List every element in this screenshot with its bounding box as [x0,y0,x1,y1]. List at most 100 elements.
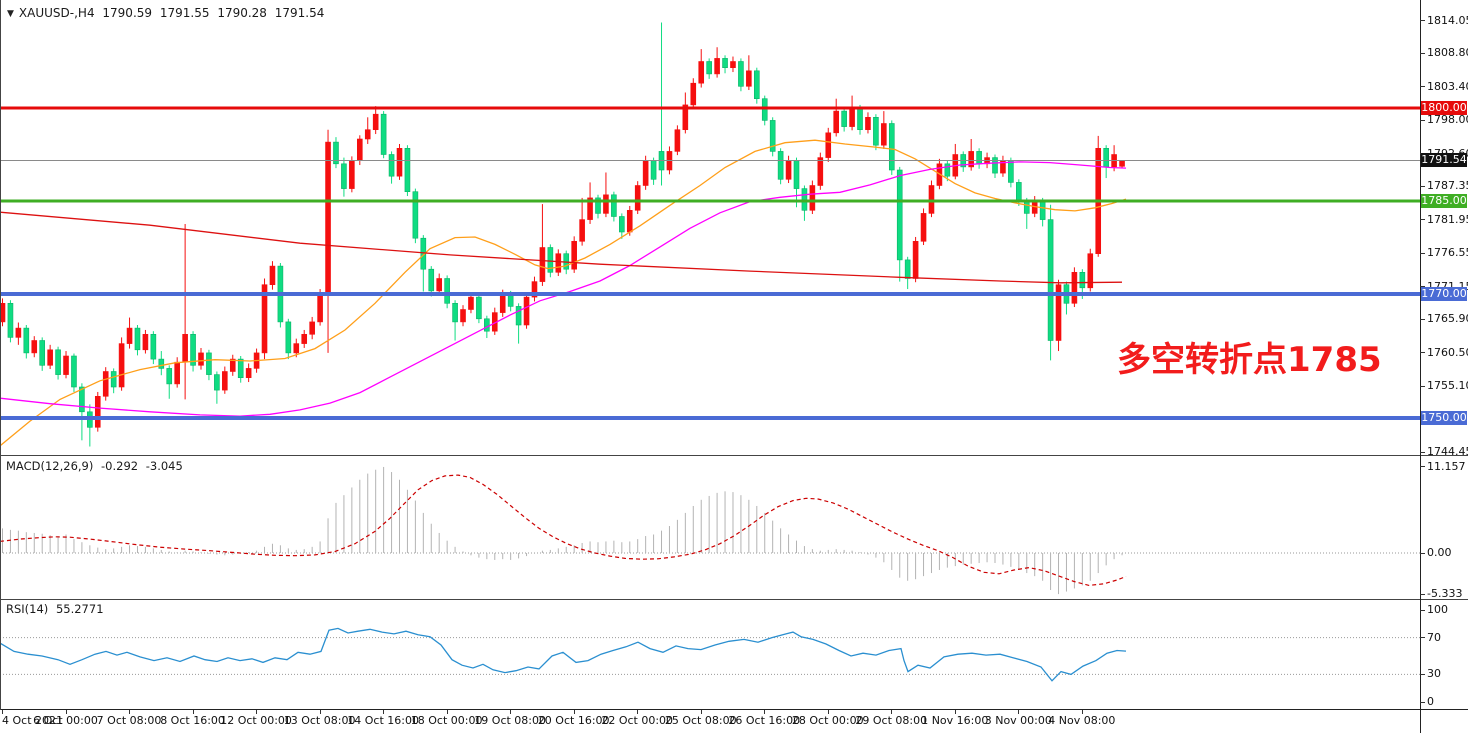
time-tick [1018,710,1020,714]
macd-indicator-label: MACD(12,26,9) -0.292 -3.045 [6,459,187,473]
candle [857,107,863,131]
rsi-indicator-label: RSI(14) 55.2771 [6,602,108,616]
candle [198,352,204,366]
candle [388,154,395,177]
price-badge-1800.00: 1800.00 [1421,101,1467,115]
time-tick [256,710,258,714]
candle [603,194,609,214]
price-tick: 1744.45 [1427,445,1468,459]
candle [333,141,339,165]
candle [587,197,593,220]
candle [110,371,117,388]
rsi-tick-dash [1420,701,1425,703]
time-tick [891,710,893,714]
price-tick: 1776.55 [1427,246,1468,260]
time-tick [637,710,639,714]
candle [47,349,53,366]
price-tick: 1798.00 [1427,113,1468,127]
price-tick: 1765.90 [1427,312,1468,326]
time-label: 19 Oct 08:00 [474,714,547,727]
price-tick-dash [1420,119,1425,121]
candle [881,123,887,146]
candle [904,259,911,279]
ohlc-close: 1791.54 [274,6,325,20]
candle [222,371,228,391]
candle [944,163,951,177]
price-tick: 1787.35 [1427,179,1468,193]
candle [39,340,46,366]
candle [1087,253,1094,289]
candle [539,247,546,282]
candle [269,265,276,286]
candle [182,333,188,363]
time-tick [129,710,131,714]
candle [436,278,443,292]
candle [595,197,601,214]
time-tick [2,710,3,714]
candle [126,327,133,344]
macd-signal-value: -3.045 [145,459,183,473]
candle [619,216,625,233]
candle [380,113,387,155]
time-label: 1 Nov 16:00 [921,714,989,727]
time-tick [700,710,702,714]
candle [523,296,530,326]
time-tick [764,710,766,714]
candle [364,129,371,140]
candle [396,148,403,177]
candle [499,293,506,313]
candle [1079,271,1086,289]
time-label: 29 Oct 08:00 [855,714,928,727]
candle [484,318,490,332]
price-tick-dash [1420,318,1425,320]
time-tick [192,710,194,714]
candle [31,340,38,354]
price-tick-dash [1420,252,1425,254]
candle [841,110,847,127]
candle [920,213,927,242]
candle [325,141,331,295]
candle [285,321,292,354]
rsi-tick: 0 [1427,695,1434,708]
candle [94,395,101,428]
candle [761,98,768,121]
candle [968,151,974,168]
candle [150,333,157,360]
price-badge-1791.54: 1791.54 [1421,153,1467,168]
candle [515,306,522,326]
candle [71,355,77,388]
candle [158,358,165,369]
candle [555,253,562,273]
macd-tick-dash [1420,552,1425,554]
price-tick-dash [1420,451,1425,453]
price-tick-dash [1420,219,1425,221]
price-tick-dash [1420,20,1425,22]
candle [412,191,419,239]
candle [642,160,649,186]
time-tick [1081,710,1083,714]
time-label: 4 Oct 2021 [2,714,64,727]
candle [245,368,252,378]
candle [349,160,355,189]
candle [23,327,30,354]
candle [714,58,720,75]
candle [785,160,792,180]
candle [134,327,141,351]
symbol-marker-icon[interactable]: ▼ [7,9,14,19]
time-label: 6 Oct 00:00 [33,714,98,727]
price-tick: 1760.50 [1427,345,1468,359]
candle [579,219,585,242]
time-tick [954,710,956,714]
chart-text-annotation[interactable]: 多空转折点1785 [1117,340,1382,380]
candle [722,58,728,69]
candle [873,117,879,146]
price-tick-dash [1420,286,1425,288]
ohlc-high: 1791.55 [159,6,210,20]
candle [1047,219,1054,341]
candle [1016,182,1022,202]
candle [1103,148,1109,168]
candle [801,188,808,211]
macd-tick: -5.333 [1427,587,1463,601]
